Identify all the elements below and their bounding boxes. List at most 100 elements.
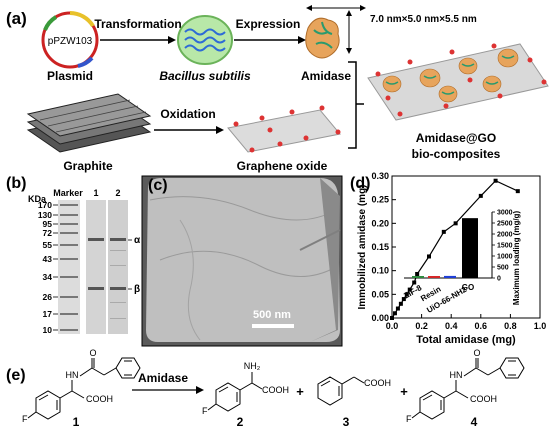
panel-label-b: (b) [6,175,26,192]
transformation-label: Transformation [94,17,181,31]
inset-bar [428,276,440,278]
data-point [398,301,403,306]
x-tick-label: 0.2 [415,321,428,331]
inset-y-tick-label: 2500 [497,221,513,228]
alpha-band-label: α [134,235,141,246]
compound-4-f: F [406,414,412,424]
data-point [427,254,431,259]
graphite-stack-icon [26,93,152,153]
composite-bracket [348,61,364,149]
plus-sign: + [400,384,408,399]
compound-1-cooh: COOH [86,394,113,404]
amidase-structure-icon [305,17,340,59]
host-label: Bacillus subtilis [159,69,251,83]
y-tick-label: 0.00 [371,313,389,323]
compound-3-cooh: COOH [364,378,391,388]
inset-bar [462,218,478,278]
marker-label: 10 [43,325,53,335]
data-point [515,189,520,194]
inset-y-tick-label: 2000 [497,232,513,239]
inset-y-tick-label: 500 [497,265,509,272]
plasmid-name: pPZW103 [48,36,93,47]
gel-lane-label-2: 2 [115,188,120,198]
data-point [404,292,409,297]
data-point [407,287,412,292]
marker-label: 95 [43,219,53,229]
panel-label-c: (c) [148,177,168,194]
plasmid-label: Plasmid [47,69,93,83]
plasmid-icon [41,11,99,69]
x-tick-label: 0.6 [475,321,488,331]
inset-y-tick-label: 0 [497,276,501,283]
tem-image [142,176,342,346]
data-point [412,280,417,285]
composite-label-line2: bio-composites [412,147,501,161]
y-tick-label: 0.10 [371,266,389,276]
sds-page-gel-image [58,200,128,334]
compound-3-number: 3 [343,415,350,429]
gel-lane-label-marker: Marker [53,188,83,198]
data-point [390,316,394,320]
plus-sign: + [296,384,304,399]
expression-label: Expression [236,17,301,31]
marker-label: 72 [43,228,53,238]
data-point [441,229,446,234]
panel-label-e: (e) [6,367,26,384]
graphene-oxide-sheet-icon [227,105,341,153]
compound-4-cooh: COOH [470,394,497,404]
y-axis-label: Immobilized amidase (mg) [357,184,368,309]
data-point [453,221,458,226]
gel-unit-label: KDa [28,194,47,204]
y-tick-label: 0.30 [371,171,389,181]
x-tick-label: 0.4 [445,321,458,331]
compound-2-number: 2 [237,415,244,429]
x-tick-label: 0.0 [386,321,399,331]
y-tick-label: 0.05 [371,289,389,299]
compound-3-structure [317,376,365,406]
gel-lane-label-1: 1 [93,188,98,198]
panel-label-d: (d) [350,175,370,192]
marker-label: 34 [43,272,53,282]
data-point [415,271,420,276]
scale-bar [252,324,294,328]
data-point [493,178,498,183]
y-tick-label: 0.25 [371,195,389,205]
max-loading-bar-chart: 0 500 1000 1500 2000 2500 3000 Maximum loading … [402,210,521,315]
compound-4-number: 4 [471,415,478,429]
reaction-reagent: Amidase [138,371,188,385]
marker-label: 170 [38,200,52,210]
x-tick-label: 0.8 [504,321,517,331]
bacillus-cell-icon [177,15,233,65]
compound-4-structure [411,357,525,420]
compound-1-structure [27,357,141,420]
data-point [392,311,397,316]
loading-line-chart: 0.00 0.05 0.10 0.15 0.20 0.25 0.30 0.0 0.2 0.4 0.6… [357,171,546,346]
inset-category-label: GO [462,283,474,292]
data-point [401,297,406,302]
inset-bar [412,276,424,278]
marker-label: 26 [43,292,53,302]
y-tick-label: 0.15 [371,242,389,252]
marker-label: 17 [43,309,53,319]
compound-4-o: O [473,348,480,358]
data-point [395,306,400,311]
compound-2-nh2: NH₂ [244,361,261,371]
inset-y-tick-label: 1000 [497,254,513,261]
composite-label-line1: Amidase@GO [416,131,496,145]
data-point [478,193,483,198]
compound-2-cooh: COOH [262,385,289,395]
compound-4-hn: HN [450,370,463,380]
inset-y-tick-label: 3000 [497,210,513,217]
panel-label-a: (a) [6,9,27,28]
x-tick-label: 1.0 [534,321,547,331]
inset-bar [444,275,456,278]
y-tick-label: 0.20 [371,218,389,228]
dimension-label: 7.0 nm×5.0 nm×5.5 nm [370,14,477,25]
marker-label: 55 [43,240,53,250]
oxidation-label: Oxidation [160,107,215,121]
marker-label: 43 [43,254,53,264]
x-axis-label: Total amidase (mg) [416,334,516,346]
amidase-label: Amidase [301,69,351,83]
compound-2-structure [207,372,263,412]
